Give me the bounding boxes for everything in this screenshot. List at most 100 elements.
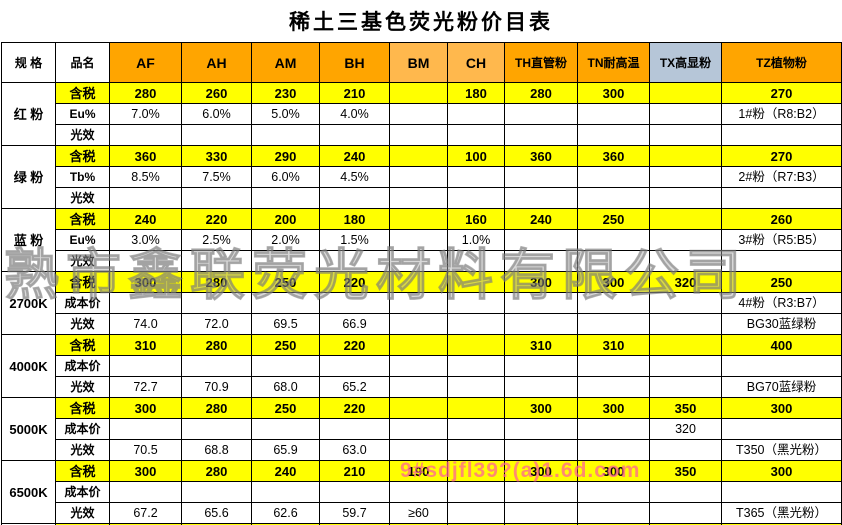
value-cell: [389, 271, 448, 293]
value-cell: 350: [649, 460, 722, 482]
value-cell: [447, 313, 505, 335]
value-cell: [577, 250, 650, 272]
value-cell: 300: [577, 82, 650, 104]
value-cell: [109, 481, 182, 503]
value-cell: 200: [251, 208, 320, 230]
value-cell: [109, 355, 182, 377]
value-cell: 66.9: [319, 313, 390, 335]
value-cell: [447, 460, 505, 482]
value-cell: 72.0: [181, 313, 252, 335]
value-cell: [389, 229, 448, 251]
value-cell: 300: [577, 460, 650, 482]
price-table: 规 格品名 AF AH AM BH BM CH TH直管粉 TN耐高温 TX高显粉 TZ植物粉红 粉…: [1, 42, 842, 525]
value-cell: [447, 502, 505, 524]
spec-cell: 2700K: [1, 271, 56, 335]
row-label: 光效: [55, 187, 110, 209]
value-cell: [577, 355, 650, 377]
value-cell: T350（黑光粉）: [721, 439, 842, 461]
row-label: 含税: [55, 334, 110, 356]
value-cell: [649, 439, 722, 461]
value-cell: 240: [109, 208, 182, 230]
row-label: 含税: [55, 208, 110, 230]
value-cell: 250: [577, 208, 650, 230]
row-label: 含税: [55, 397, 110, 419]
value-cell: 300: [504, 271, 578, 293]
value-cell: 4.0%: [319, 103, 390, 125]
value-cell: 65.2: [319, 376, 390, 398]
row-label: 含税: [55, 460, 110, 482]
value-cell: [181, 355, 252, 377]
value-cell: [109, 124, 182, 146]
value-cell: 72.7: [109, 376, 182, 398]
value-cell: [319, 250, 390, 272]
value-cell: [577, 103, 650, 125]
value-cell: [389, 292, 448, 314]
value-cell: 70.9: [181, 376, 252, 398]
value-cell: [577, 418, 650, 440]
value-cell: [577, 502, 650, 524]
row-label: 成本价: [55, 481, 110, 503]
value-cell: [577, 481, 650, 503]
value-cell: 1#粉（R8:B2）: [721, 103, 842, 125]
value-cell: [319, 481, 390, 503]
value-cell: [721, 418, 842, 440]
spec-cell: 5000K: [1, 397, 56, 461]
value-cell: 310: [577, 334, 650, 356]
column-header-TZ: TZ植物粉: [721, 42, 842, 83]
value-cell: [649, 355, 722, 377]
value-cell: 220: [319, 397, 390, 419]
page-title: 稀土三基色荧光粉价目表: [289, 11, 553, 34]
value-cell: [577, 313, 650, 335]
value-cell: 190: [389, 460, 448, 482]
value-cell: 160: [447, 208, 505, 230]
value-cell: 260: [721, 208, 842, 230]
column-header-BM: BM: [389, 42, 448, 83]
value-cell: [504, 187, 578, 209]
row-label: Tb%: [55, 166, 110, 188]
value-cell: 6.0%: [251, 166, 320, 188]
row-label: Eu%: [55, 229, 110, 251]
value-cell: 4.5%: [319, 166, 390, 188]
value-cell: BG70蓝绿粉: [721, 376, 842, 398]
value-cell: [251, 250, 320, 272]
value-cell: 300: [504, 460, 578, 482]
spec-cell: 6500K: [1, 460, 56, 524]
value-cell: 280: [181, 460, 252, 482]
value-cell: [389, 145, 448, 167]
value-cell: 65.6: [181, 502, 252, 524]
value-cell: [319, 187, 390, 209]
value-cell: [389, 418, 448, 440]
row-label: 含税: [55, 271, 110, 293]
value-cell: [251, 418, 320, 440]
value-cell: 69.5: [251, 313, 320, 335]
value-cell: [181, 292, 252, 314]
value-cell: [447, 481, 505, 503]
value-cell: [504, 502, 578, 524]
value-cell: 2#粉（R7:B3）: [721, 166, 842, 188]
value-cell: [649, 166, 722, 188]
value-cell: 250: [721, 271, 842, 293]
value-cell: [504, 166, 578, 188]
value-cell: 300: [109, 460, 182, 482]
value-cell: [504, 481, 578, 503]
value-cell: 7.5%: [181, 166, 252, 188]
value-cell: 210: [319, 82, 390, 104]
value-cell: [251, 355, 320, 377]
value-cell: [181, 250, 252, 272]
value-cell: [504, 229, 578, 251]
row-label: 光效: [55, 439, 110, 461]
value-cell: 220: [181, 208, 252, 230]
value-cell: [389, 208, 448, 230]
row-label: 光效: [55, 250, 110, 272]
value-cell: [389, 376, 448, 398]
value-cell: 260: [181, 82, 252, 104]
spec-cell: 绿 粉: [1, 145, 56, 209]
value-cell: 67.2: [109, 502, 182, 524]
value-cell: 300: [109, 397, 182, 419]
value-cell: [447, 292, 505, 314]
value-cell: [504, 103, 578, 125]
spec-cell: 蓝 粉: [1, 208, 56, 272]
value-cell: 300: [504, 397, 578, 419]
column-header-CH: CH: [447, 42, 505, 83]
